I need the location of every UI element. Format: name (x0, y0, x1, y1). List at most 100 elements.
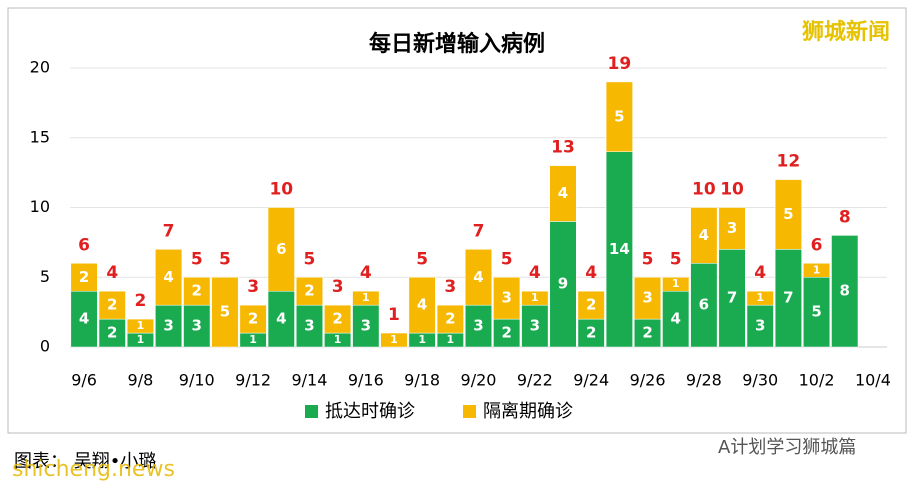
x-tick-label: 9/6 (71, 371, 97, 390)
segment-label: 4 (699, 226, 709, 244)
total-label: 1 (388, 305, 400, 325)
segment-label: 1 (756, 291, 764, 304)
total-label: 10 (720, 180, 744, 200)
bar-segment (324, 304, 352, 334)
bar-segment (493, 277, 521, 320)
chart-title: 每日新增输入病例 (369, 31, 545, 57)
x-tick-label: 9/12 (235, 371, 271, 390)
y-tick-label: 10 (30, 197, 50, 216)
segment-label: 4 (276, 310, 286, 328)
segment-label: 2 (586, 296, 596, 314)
bar-segment (352, 304, 380, 348)
segment-label: 4 (79, 310, 89, 328)
segment-label: 3 (642, 289, 652, 307)
bar-segment (803, 263, 831, 278)
segment-label: 14 (609, 240, 630, 258)
x-tick-label: 10/4 (855, 371, 891, 390)
bar-segment (662, 290, 690, 348)
x-tick-label: 9/24 (573, 371, 609, 390)
bar-segment (380, 332, 408, 348)
bar-segment (634, 277, 662, 320)
x-tick-label: 10/2 (799, 371, 835, 390)
segment-label: 2 (192, 282, 202, 300)
segment-label: 4 (473, 268, 483, 286)
total-label: 3 (444, 277, 456, 297)
segment-label: 1 (137, 319, 145, 332)
bar-segment (774, 179, 802, 250)
total-label: 3 (247, 277, 259, 297)
segment-label: 2 (79, 268, 89, 286)
segment-label: 3 (192, 317, 202, 335)
total-label: 5 (219, 249, 231, 269)
segment-label: 3 (163, 317, 173, 335)
chart-frame (7, 7, 907, 434)
bar-segment (521, 290, 549, 306)
bar-segment (70, 290, 98, 348)
total-label: 4 (585, 263, 597, 283)
segment-label: 3 (473, 317, 483, 335)
segment-label: 7 (727, 289, 737, 307)
total-label: 10 (692, 180, 716, 200)
segment-label: 1 (531, 291, 539, 304)
x-tick-label: 9/28 (686, 371, 722, 390)
x-tick-label: 9/8 (128, 371, 154, 390)
segment-label: 2 (642, 324, 652, 342)
segment-label: 1 (672, 277, 680, 290)
segment-label: 2 (586, 324, 596, 342)
total-label: 4 (529, 263, 541, 283)
total-label: 5 (670, 249, 682, 269)
bar-segment (718, 249, 746, 348)
segment-label: 5 (614, 107, 624, 125)
credit: 图表： 吴翔•小璐 (14, 451, 156, 472)
segment-label: 3 (530, 317, 540, 335)
x-tick-label: 9/20 (461, 371, 497, 390)
legend-swatch (463, 405, 476, 418)
segment-label: 2 (332, 310, 342, 328)
bar-segment (605, 151, 633, 348)
bar-segment (521, 304, 549, 348)
total-label: 8 (839, 207, 851, 227)
segment-label: 1 (362, 291, 370, 304)
x-tick-label: 9/30 (742, 371, 778, 390)
segment-label: 6 (699, 296, 709, 314)
segment-label: 1 (137, 333, 145, 346)
segment-label: 3 (727, 219, 737, 237)
legend-label: 隔离期确诊 (483, 401, 573, 422)
watermark: 狮城新闻 (802, 19, 890, 45)
bar-segment (549, 221, 577, 348)
legend-label: 抵达时确诊 (325, 401, 415, 422)
segment-label: 9 (558, 275, 568, 293)
bar-segment (408, 277, 436, 334)
segment-label: 8 (840, 282, 850, 300)
total-label: 5 (416, 249, 428, 269)
segment-label: 5 (220, 303, 230, 321)
segment-label: 1 (334, 333, 342, 346)
account: A计划学习狮城篇 (718, 437, 856, 458)
segment-label: 1 (390, 333, 398, 346)
bar-segment (211, 277, 239, 348)
bar-segment (267, 207, 295, 292)
bar-segment (295, 277, 323, 306)
segment-label: 1 (446, 333, 454, 346)
segment-label: 2 (501, 324, 511, 342)
total-label: 6 (811, 235, 823, 255)
y-tick-label: 5 (40, 267, 50, 286)
segment-label: 4 (670, 310, 680, 328)
bar-segment (98, 290, 126, 320)
site: shicheng.news (12, 457, 175, 482)
bar-segment (718, 207, 746, 250)
x-tick-label: 9/22 (517, 371, 553, 390)
bar-segment (183, 304, 211, 348)
total-label: 12 (777, 152, 801, 172)
segment-label: 2 (445, 310, 455, 328)
total-label: 5 (304, 249, 316, 269)
bar-segment (126, 318, 154, 334)
bar-segment (577, 318, 605, 348)
bar-segment (662, 277, 690, 292)
bar-segment (831, 235, 859, 348)
total-label: 5 (642, 249, 654, 269)
bar-segment (493, 318, 521, 348)
segment-label: 1 (249, 333, 257, 346)
y-tick-label: 0 (40, 337, 50, 356)
